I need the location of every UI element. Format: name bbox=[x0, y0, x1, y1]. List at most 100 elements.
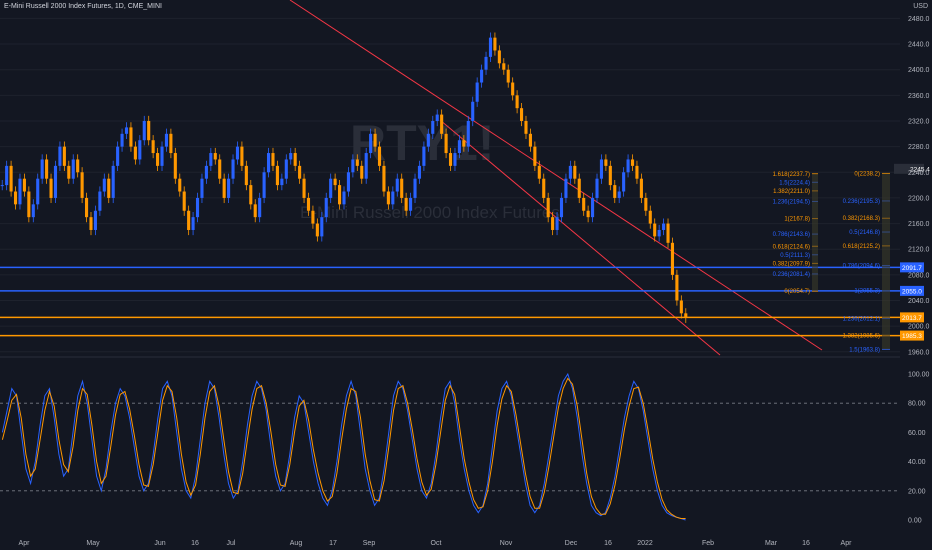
price-tick-label: 2000.0 bbox=[908, 324, 930, 331]
candles bbox=[0, 32, 688, 323]
fib-label: 0(2238.2) bbox=[854, 171, 880, 177]
time-tick-label: Feb bbox=[702, 540, 714, 547]
candle-body bbox=[5, 165, 9, 186]
candle-body bbox=[373, 133, 377, 147]
candle-body bbox=[324, 197, 328, 218]
price-tick-label: 2480.0 bbox=[908, 16, 930, 23]
candle-body bbox=[293, 153, 297, 166]
osc-tick-label: 20.00 bbox=[908, 488, 926, 495]
price-tick-label: 2440.0 bbox=[908, 42, 930, 49]
candle-body bbox=[524, 120, 528, 134]
fib-label: 1(2167.8) bbox=[784, 217, 810, 223]
candle-body bbox=[555, 217, 559, 230]
horizontal-levels[interactable]: 2091.7 2055.0 2013.7 1985.3 2245.4 bbox=[0, 163, 930, 341]
candle-body bbox=[13, 191, 18, 205]
level-tag bbox=[900, 330, 924, 341]
fib-label: 0.382(2097.9) bbox=[773, 261, 810, 267]
watermark-name: E-Mini Russell 2000 Index Futures bbox=[300, 203, 560, 222]
price-tick-label: 2240.0 bbox=[908, 170, 930, 177]
candle-body bbox=[36, 178, 40, 205]
candle-body bbox=[670, 242, 675, 275]
candle-body bbox=[537, 165, 541, 179]
candle-body bbox=[80, 172, 84, 198]
candle-body bbox=[227, 178, 231, 198]
trendline-upper[interactable] bbox=[289, 0, 823, 351]
candle-body bbox=[102, 178, 106, 192]
price-tick-label: 2360.0 bbox=[908, 93, 930, 100]
candle-body bbox=[204, 165, 208, 179]
fib-label: 0.618(2125.2) bbox=[843, 244, 880, 250]
candle-body bbox=[546, 197, 550, 218]
candle-body bbox=[124, 127, 129, 134]
candle-body bbox=[302, 178, 306, 198]
time-tick-label: Oct bbox=[431, 540, 442, 547]
candle-body bbox=[284, 159, 288, 179]
candle-body bbox=[626, 159, 630, 173]
candle-body bbox=[364, 153, 368, 179]
candle-body bbox=[235, 146, 240, 160]
candle-body bbox=[480, 69, 484, 83]
candle-body bbox=[493, 37, 497, 51]
candle-body bbox=[409, 197, 413, 211]
candle-body bbox=[644, 197, 648, 211]
price-axis[interactable]: 2480.0 2440.0 2400.0 2360.0 2320.0 2280.0 2240… bbox=[908, 16, 930, 356]
currency-label: USD bbox=[913, 3, 928, 10]
candle-body bbox=[195, 197, 200, 218]
candle-body bbox=[599, 159, 603, 179]
fib-label: 1.5(1963.8) bbox=[849, 347, 880, 353]
candle-body bbox=[608, 165, 612, 186]
level-tag-label: 1985.3 bbox=[902, 333, 922, 340]
candle-body bbox=[653, 223, 657, 237]
time-axis[interactable]: Apr May Jun 16 Jul Aug 17 Sep Oct Nov Dec 16 2022 Feb… bbox=[19, 540, 853, 547]
candle-body bbox=[377, 146, 382, 166]
candle-body bbox=[289, 153, 293, 160]
candle-body bbox=[533, 146, 537, 166]
fib-label: 0.382(2168.3) bbox=[843, 216, 880, 222]
candle-body bbox=[639, 178, 643, 198]
candle-body bbox=[160, 146, 164, 166]
candle-body bbox=[484, 56, 488, 70]
candle-body bbox=[613, 185, 617, 198]
trendlines[interactable] bbox=[289, 0, 823, 356]
candle-body bbox=[266, 153, 271, 173]
candle-body bbox=[18, 178, 22, 205]
candle-body bbox=[333, 178, 337, 186]
time-tick-label: Apr bbox=[19, 540, 31, 547]
trendline-lower[interactable] bbox=[439, 119, 721, 356]
candle-body bbox=[528, 133, 532, 147]
candle-body bbox=[417, 165, 422, 179]
candle-body bbox=[329, 178, 333, 198]
time-tick-label: 17 bbox=[329, 540, 337, 547]
candle-body bbox=[191, 217, 195, 230]
candle-body bbox=[213, 153, 217, 160]
time-tick-label: May bbox=[86, 540, 100, 547]
osc-series-line bbox=[1, 372, 686, 521]
candle-body bbox=[475, 82, 479, 102]
fib-label: 1.382(2211.0) bbox=[773, 189, 810, 195]
candle-body bbox=[271, 153, 275, 166]
osc-tick-label: 0.00 bbox=[908, 518, 922, 525]
candle-body bbox=[22, 178, 26, 192]
candle-body bbox=[89, 217, 93, 230]
candle-body bbox=[142, 120, 146, 141]
last-price-tag bbox=[894, 163, 924, 174]
candle-body bbox=[67, 165, 71, 179]
candle-body bbox=[9, 165, 13, 192]
candle-body bbox=[391, 191, 395, 205]
osc-tick-label: 80.00 bbox=[908, 401, 926, 408]
time-tick-label: Nov bbox=[500, 540, 513, 547]
candle-body bbox=[369, 133, 373, 154]
candle-body bbox=[249, 185, 253, 205]
candle-body bbox=[111, 165, 115, 198]
candle-body bbox=[164, 133, 169, 147]
fib-labels: 1.618(2237.7) 1.5(2224.4) 1.382(2211.0) 1.2… bbox=[773, 171, 890, 353]
osc-tick-label: 60.00 bbox=[908, 430, 926, 437]
fib-label: 0.5(2111.3) bbox=[780, 253, 810, 259]
candle-body bbox=[311, 210, 315, 224]
time-tick-label: Aug bbox=[290, 540, 303, 547]
candle-body bbox=[342, 191, 346, 205]
fib-label: 0.236(2195.3) bbox=[843, 199, 880, 205]
price-tick-label: 2120.0 bbox=[908, 247, 930, 254]
time-tick-label: Mar bbox=[765, 540, 778, 547]
